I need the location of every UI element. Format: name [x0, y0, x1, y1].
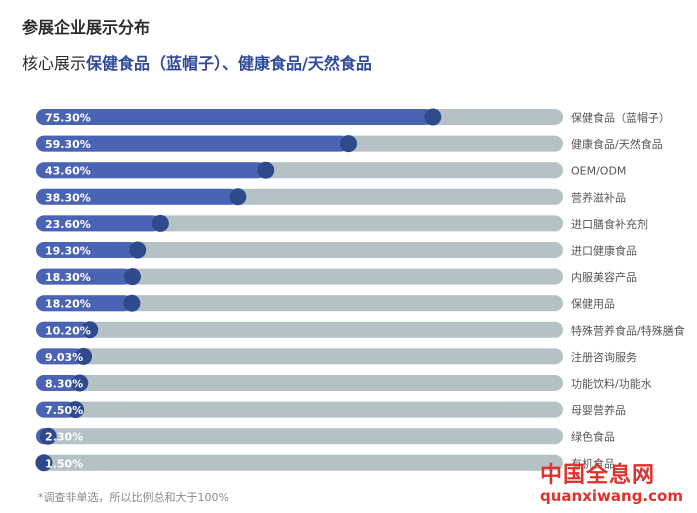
bar-track [36, 375, 563, 391]
category-label: 母婴营养品 [571, 403, 626, 417]
bar-end-knob [129, 241, 147, 259]
category-label: 保健食品（蓝帽子） [571, 111, 670, 125]
bar-end-knob [340, 135, 358, 153]
bar-fill [36, 401, 76, 418]
category-label: 内服美容产品 [571, 270, 637, 284]
bar-end-knob [67, 401, 85, 419]
watermark-line2: quanxiwang.com [540, 487, 683, 505]
watermark-logo: 中国全息网 quanxiwang.com [540, 463, 690, 506]
value-label: 10.20% [45, 324, 91, 337]
bar-fill [36, 215, 161, 232]
bar-end-knob [257, 161, 275, 179]
bar-track [36, 401, 563, 418]
value-label: 7.50% [45, 404, 83, 417]
bar-end-knob [71, 374, 89, 392]
category-label: 有机食品 [571, 456, 615, 470]
page-subtitle: 核心展示保健食品（蓝帽子）、健康食品/天然食品 [22, 50, 372, 74]
category-label: 保健用品 [571, 297, 615, 311]
category-label: 功能饮料/功能水 [571, 377, 652, 391]
bar-end-knob [123, 294, 141, 312]
value-label: 59.30% [45, 138, 91, 151]
subtitle-prefix: 核心展示 [22, 54, 87, 73]
page-title: 参展企业展示分布 [22, 18, 151, 37]
category-label: 进口膳食补充剂 [571, 217, 648, 231]
value-label: 2.30% [45, 431, 83, 444]
bar-track [36, 295, 563, 312]
bar-fill [36, 162, 266, 179]
bar-fill [36, 188, 238, 205]
category-label: 营养滋补品 [571, 190, 626, 204]
value-label: 38.30% [45, 191, 91, 204]
bar-fill [36, 135, 349, 152]
category-label: OEM/ODM [571, 165, 626, 178]
bar-track [36, 321, 563, 338]
bar-track [36, 268, 563, 285]
value-label: 9.03% [45, 351, 83, 364]
value-label: 19.30% [45, 245, 91, 258]
value-label: 8.30% [45, 378, 83, 391]
bar-end-knob [35, 454, 53, 472]
bar-fill [36, 242, 138, 258]
category-label: 绿色食品 [571, 430, 615, 444]
bar-fill [36, 268, 133, 285]
bar-track [36, 242, 563, 258]
value-label: 18.20% [45, 298, 91, 311]
value-label: 75.30% [45, 112, 91, 125]
bar-end-knob [81, 321, 99, 339]
category-label: 健康食品/天然食品 [571, 137, 663, 151]
footnote: *调查非单选，所以比例总和大于100% [38, 491, 229, 504]
bar-end-knob [39, 427, 57, 445]
bar-end-knob [151, 214, 169, 232]
category-label: 进口健康食品 [571, 244, 637, 258]
bar-fill [36, 348, 84, 365]
bar-end-knob [123, 268, 141, 286]
bar-fill [36, 295, 132, 312]
watermark-line1: 中国全息网 [540, 463, 656, 488]
bar-track [36, 348, 563, 365]
value-label: 43.60% [45, 165, 91, 178]
category-label: 注册咨询服务 [571, 350, 637, 364]
bar-end-knob [75, 347, 93, 365]
bar-fill [36, 109, 433, 125]
bar-end-knob [424, 108, 442, 126]
subtitle-highlight: 保健食品（蓝帽子）、健康食品/天然食品 [86, 54, 372, 73]
category-label: 特殊营养食品/特殊膳食 [571, 323, 685, 337]
value-label: 1.50% [45, 457, 83, 470]
bar-end-knob [229, 188, 247, 206]
bar-track [36, 454, 563, 471]
bar-fill [36, 375, 80, 391]
bar-fill [36, 321, 90, 338]
bar-track [36, 428, 563, 445]
value-label: 18.30% [45, 271, 91, 284]
value-label: 23.60% [45, 218, 91, 231]
